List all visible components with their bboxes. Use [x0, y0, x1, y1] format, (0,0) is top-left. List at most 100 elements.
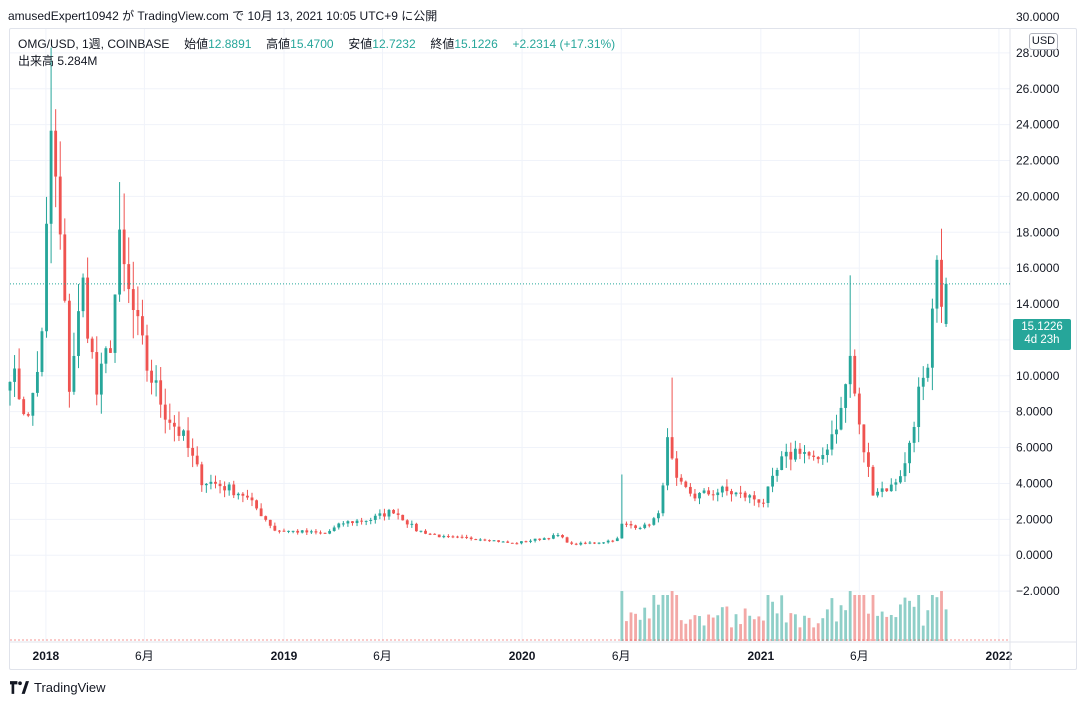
tradingview-brand[interactable]: TradingView [10, 680, 106, 695]
candle-body [246, 495, 249, 498]
candle-body [793, 448, 797, 460]
candle-body [912, 427, 916, 443]
candle-body [620, 523, 624, 539]
candle-body [688, 486, 692, 494]
volume-bar [702, 625, 706, 641]
candle-body [45, 223, 48, 332]
volume-bar [757, 616, 761, 641]
candle-body [195, 455, 199, 465]
candle-body [876, 491, 879, 496]
candle-body [889, 484, 893, 492]
candle-body [698, 492, 701, 499]
candle-body [150, 370, 153, 383]
candle-body [396, 513, 400, 515]
candle-body [497, 540, 500, 542]
x-tick-label: 6月 [850, 649, 869, 663]
candle-body [784, 451, 788, 457]
candle-body [209, 481, 213, 484]
volume-bar [739, 624, 743, 641]
candle-body [277, 530, 281, 532]
candle-body [720, 486, 724, 493]
candle-body [250, 497, 254, 501]
y-tick-label: 14.0000 [1016, 297, 1060, 311]
volume-bar [821, 618, 825, 641]
symbol-label[interactable]: OMG/USD, 1週, COINBASE [18, 37, 170, 51]
candle-body [118, 229, 122, 295]
y-tick-label: 20.0000 [1016, 189, 1060, 203]
candle-body [309, 531, 313, 533]
volume-bar [803, 615, 806, 641]
candle-body [401, 514, 405, 521]
candle-body [903, 463, 907, 477]
volume-bar [647, 618, 651, 641]
candle-body [168, 419, 172, 423]
candle-body [8, 381, 12, 391]
volume-bar [679, 620, 683, 641]
x-tick-label: 6月 [612, 649, 631, 663]
volume-bar [921, 625, 925, 641]
y-tick-label: 0.0000 [1016, 548, 1053, 562]
candle-body [264, 516, 268, 520]
candle-body [296, 530, 300, 533]
candle-body [661, 485, 665, 514]
volume-bar [908, 600, 911, 641]
volume-bar [839, 605, 843, 641]
volume-bar [752, 619, 756, 641]
volume-bar [807, 617, 811, 641]
candle-body [835, 429, 838, 435]
brand-name: TradingView [34, 680, 106, 695]
x-tick-label: 2020 [509, 649, 536, 663]
close-label: 終値 [430, 37, 455, 51]
volume-bar [780, 595, 784, 641]
candle-body [885, 488, 889, 492]
y-tick-label: 10.0000 [1016, 369, 1060, 383]
candle-body [483, 539, 487, 541]
candle-body [332, 527, 336, 531]
candle-body [538, 538, 542, 540]
volume-bar [898, 604, 902, 641]
candle-body [323, 532, 327, 534]
volume-bar [643, 607, 647, 641]
candle-body [113, 294, 117, 353]
y-tick-label: 30.0000 [1016, 10, 1060, 24]
volume-bar [793, 614, 797, 641]
candle-body [588, 542, 592, 544]
y-tick-label: 24.0000 [1016, 118, 1060, 132]
candle-body [542, 538, 546, 540]
y-tick-label: 8.0000 [1016, 405, 1053, 419]
candle-body [625, 523, 628, 525]
candle-body [104, 348, 108, 364]
currency-button[interactable]: USD [1029, 33, 1058, 50]
candle-body [90, 338, 94, 353]
close-value: 15.1226 [454, 37, 498, 51]
volume-bar [634, 613, 637, 641]
candle-body [341, 523, 345, 525]
candle-body [177, 426, 181, 436]
volume-bar [730, 627, 733, 641]
publish-caption: amusedExpert10942 が TradingView.com で 10… [8, 9, 438, 23]
candle-body [615, 538, 619, 542]
y-tick-label: 16.0000 [1016, 261, 1060, 275]
volume-legend: 出来高 5.284M [18, 52, 97, 69]
candle-body [547, 538, 551, 540]
candle-body [862, 424, 866, 453]
y-tick-label: 2.0000 [1016, 512, 1053, 526]
candle-body [602, 542, 606, 544]
volume-bar [743, 608, 747, 641]
candle-body [405, 520, 409, 525]
candle-body [392, 509, 395, 514]
candle-body [739, 492, 743, 494]
high-label: 高値 [266, 37, 291, 51]
last-price-value: 15.1226 [1021, 321, 1063, 333]
candle-body [328, 530, 332, 534]
candle-body [355, 520, 359, 524]
candle-body [446, 536, 450, 538]
volume-bar [862, 595, 866, 641]
candle-body [241, 493, 245, 496]
candle-body [227, 484, 231, 491]
x-tick-label: 6月 [373, 649, 392, 663]
chart-frame[interactable] [9, 28, 1077, 670]
candle-body [583, 542, 587, 544]
volume-bar [748, 615, 752, 641]
